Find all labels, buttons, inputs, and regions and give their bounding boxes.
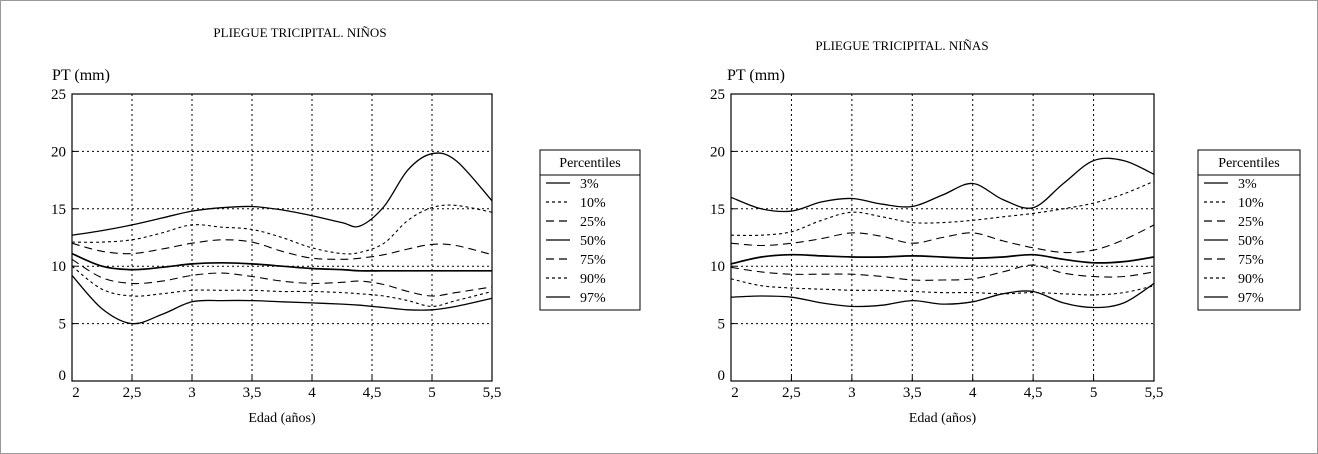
ninas-x-tick-label: 3	[848, 385, 856, 401]
ninas-x-tick-label: 4,5	[1024, 385, 1043, 401]
ninos-x-tick-label: 5,5	[483, 385, 502, 401]
ninos-chart-title: PLIEGUE TRICIPITAL. NIÑOS	[213, 25, 386, 40]
ninos-y-tick-label: 10	[51, 259, 66, 275]
ninos-series-p10	[71, 265, 493, 307]
ninas-legend-box	[1197, 149, 1301, 311]
ninos-legend-label: 3%	[580, 177, 599, 192]
ninos-legend-box	[539, 149, 641, 311]
ninos-y-tick-label: 15	[51, 202, 66, 218]
ninos-legend-label: 75%	[580, 253, 606, 268]
ninos-x-tick-label: 2,5	[123, 385, 142, 401]
ninas-series-p3	[730, 282, 1155, 309]
ninos-y-axis-label: PT (mm)	[52, 67, 110, 84]
ninas-x-tick-label: 2,5	[782, 385, 801, 401]
ninas-series-p25	[730, 264, 1155, 281]
ninos-series-p3	[71, 274, 493, 325]
ninos-series-p90	[71, 204, 493, 255]
ninas-x-axis-label: Edad (años)	[909, 411, 977, 426]
ninas-y-tick-label: 0	[718, 368, 726, 384]
ninos-x-tick-label: 5	[428, 385, 436, 401]
ninas-legend-label: 3%	[1238, 177, 1257, 192]
ninas-y-tick-label: 10	[710, 259, 725, 275]
ninas-y-axis-label: PT (mm)	[727, 67, 785, 84]
ninos-y-tick-label: 5	[59, 317, 67, 333]
ninas-plot-area	[730, 93, 1155, 382]
ninos-y-tick-label: 0	[59, 368, 67, 384]
ninos-legend-label: 50%	[580, 234, 606, 249]
ninas-x-tick-label: 2	[731, 385, 739, 401]
ninas-series-p50	[730, 253, 1155, 265]
ninos-legend-label: 90%	[580, 272, 606, 287]
ninas-series-p90	[730, 180, 1155, 237]
ninas-y-tick-label: 5	[718, 317, 726, 333]
ninos-series-p75	[71, 239, 493, 260]
ninos-series-p25	[71, 258, 493, 297]
ninas-series-p10	[730, 278, 1155, 296]
ninas-legend-title: Percentiles	[1218, 156, 1279, 171]
ninas-x-tick-label: 5	[1090, 385, 1098, 401]
ninas-y-tick-label: 20	[710, 144, 725, 160]
ninos-series-p50	[71, 252, 492, 272]
ninas-legend-label: 10%	[1238, 196, 1264, 211]
ninas-legend-label: 25%	[1238, 215, 1264, 230]
ninas-legend-label: 50%	[1238, 234, 1264, 249]
ninos-legend-label: 97%	[580, 291, 606, 306]
ninas-y-tick-label: 25	[710, 87, 725, 103]
ninas-x-tick-label: 3,5	[903, 385, 922, 401]
ninos-series-p97	[71, 152, 493, 236]
ninos-x-tick-label: 3,5	[243, 385, 262, 401]
ninos-plot-area	[71, 93, 493, 382]
ninas-legend-label: 75%	[1238, 253, 1264, 268]
ninos-legend-title: Percentiles	[559, 156, 620, 171]
ninas-x-tick-label: 4	[969, 385, 977, 401]
ninos-x-tick-label: 3	[188, 385, 196, 401]
ninas-x-tick-label: 5,5	[1145, 385, 1164, 401]
ninos-legend-label: 25%	[580, 215, 606, 230]
ninos-y-tick-label: 25	[51, 87, 66, 103]
ninas-y-tick-label: 15	[710, 202, 725, 218]
ninos-x-axis-label: Edad (años)	[248, 411, 316, 426]
ninos-y-tick-label: 20	[51, 144, 66, 160]
ninos-x-tick-label: 4,5	[363, 385, 382, 401]
ninas-chart-title: PLIEGUE TRICIPITAL. NIÑAS	[815, 38, 988, 53]
ninas-series-p97	[730, 157, 1155, 213]
ninos-legend-label: 10%	[580, 196, 606, 211]
ninos-x-tick-label: 4	[308, 385, 316, 401]
ninas-legend-label: 90%	[1238, 272, 1264, 287]
ninos-x-tick-label: 2	[72, 385, 80, 401]
ninas-series-p75	[730, 224, 1155, 254]
ninas-legend-label: 97%	[1238, 291, 1264, 306]
